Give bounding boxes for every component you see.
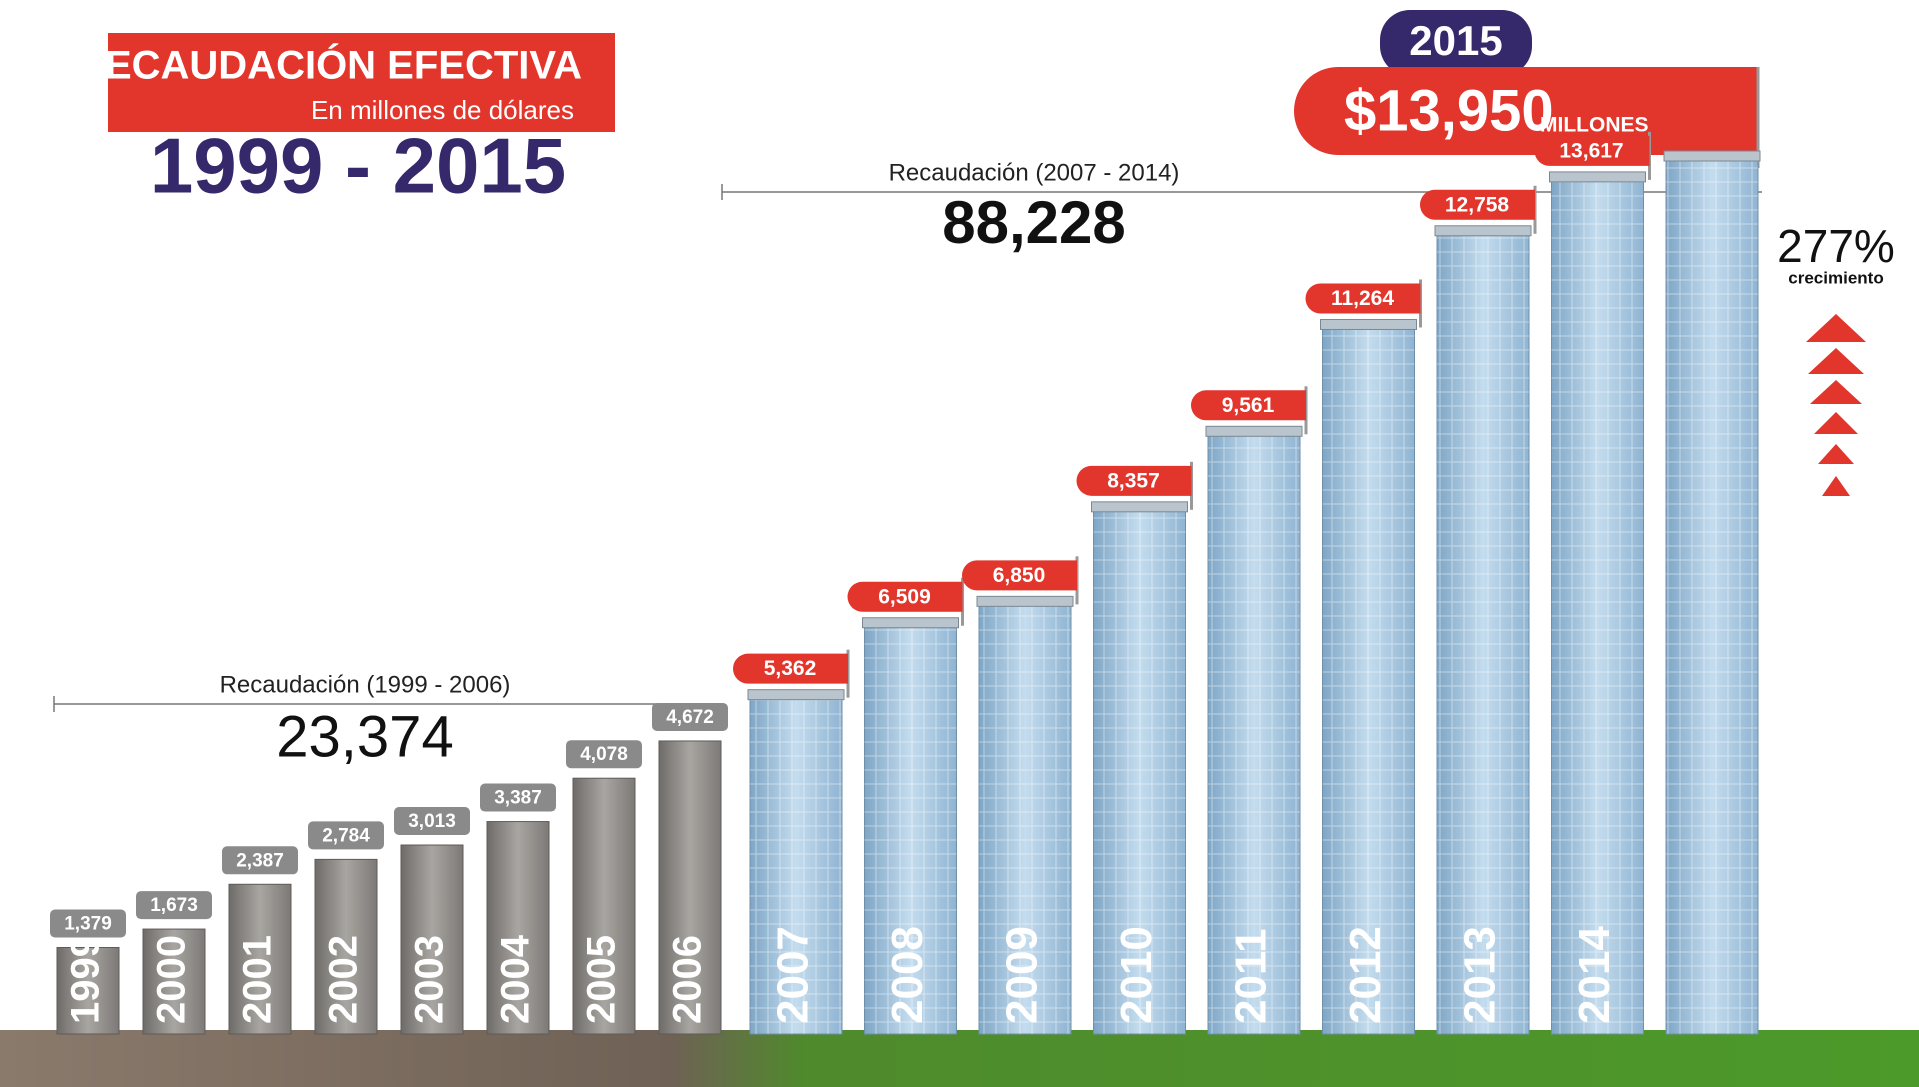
value-tag — [308, 821, 384, 850]
bar-roof — [976, 595, 1074, 607]
annotation-label: Recaudación (1999 - 2006) — [220, 671, 511, 698]
bar — [486, 821, 550, 1035]
annotation-label: Recaudación (2007 - 2014) — [889, 159, 1180, 186]
value-label: 8,357 — [1107, 469, 1160, 492]
value-label: 1,673 — [150, 895, 198, 916]
bar-year: 1999 — [64, 935, 108, 1024]
ground — [0, 1030, 1919, 1087]
growth-value: 277% — [1777, 220, 1895, 272]
annotation-value: 88,228 — [942, 189, 1126, 256]
value-tag — [394, 807, 470, 836]
bar-grid — [1551, 179, 1644, 1035]
bar-roof — [1663, 150, 1761, 162]
growth-label: crecimiento — [1788, 268, 1883, 287]
bar-year: 2014 — [1570, 926, 1619, 1024]
value-tag — [222, 846, 298, 875]
value-flag — [1305, 283, 1421, 314]
value-tag — [480, 783, 556, 812]
value-label: 2,387 — [236, 850, 284, 871]
bar-year: 2013 — [1456, 926, 1505, 1024]
bar — [572, 777, 636, 1035]
bar — [314, 858, 378, 1035]
bar-year: 2007 — [769, 926, 818, 1024]
value-label: 5,362 — [764, 657, 817, 680]
value-flag — [733, 653, 848, 684]
value-label: 4,078 — [580, 744, 628, 765]
bar-grid — [979, 604, 1071, 1034]
bar-year: 2010 — [1112, 926, 1161, 1024]
bar-year: 2012 — [1341, 926, 1390, 1024]
value-label: 6,850 — [993, 564, 1046, 587]
value-flag — [847, 581, 963, 612]
bar-roof — [1320, 318, 1417, 330]
highlight-year: 2015 — [1409, 17, 1502, 64]
value-flag — [1534, 135, 1650, 166]
annotation-value: 23,374 — [276, 704, 453, 769]
bar — [228, 883, 292, 1035]
value-label: 12,758 — [1445, 193, 1510, 216]
highlight-banner — [1294, 67, 1758, 155]
bar-roof — [862, 617, 959, 629]
value-flag — [1191, 390, 1306, 421]
bar — [56, 947, 120, 1035]
period: 1999 - 2015 — [150, 122, 566, 210]
bar-grid — [1322, 327, 1415, 1035]
chart-title: RECAUDACIÓN EFECTIVA — [76, 42, 582, 88]
value-tag — [50, 909, 126, 938]
bar-grid — [1208, 434, 1300, 1035]
bar-year: 2004 — [494, 934, 538, 1024]
value-flag — [962, 560, 1077, 591]
bar-roof — [1091, 501, 1188, 513]
title-box — [108, 33, 615, 132]
value-tag — [652, 702, 728, 731]
bar-grid — [1093, 509, 1186, 1034]
highlight-value: $13,950 — [1344, 78, 1554, 143]
bar — [142, 928, 206, 1035]
bar-grid — [1666, 159, 1758, 1034]
bar-roof — [1434, 225, 1532, 237]
chart-subtitle: En millones de dólares — [311, 95, 574, 125]
bar-year: 2009 — [998, 926, 1047, 1024]
bar-year: 2008 — [883, 926, 932, 1024]
bar-year: 2002 — [322, 935, 366, 1024]
value-label: 2,784 — [322, 825, 370, 846]
value-tag — [566, 740, 642, 769]
value-label: 3,387 — [494, 788, 542, 809]
bar-grid — [750, 697, 842, 1034]
bar-roof — [747, 689, 845, 701]
bar-roof — [1549, 171, 1646, 183]
bar-year: 2000 — [150, 935, 194, 1024]
value-label: 3,013 — [408, 811, 456, 832]
value-label: 4,672 — [666, 707, 714, 728]
bar-year: 2011 — [1227, 929, 1276, 1024]
value-tag — [136, 891, 212, 920]
bar — [658, 740, 722, 1035]
bar-year: 2005 — [580, 935, 624, 1024]
bar-grid — [864, 625, 957, 1034]
value-label: 6,509 — [878, 585, 931, 608]
bar-year: 2003 — [408, 935, 452, 1024]
bar-roof — [1205, 425, 1303, 437]
bar-year: 2006 — [666, 935, 710, 1024]
bar-year: 2001 — [236, 935, 280, 1024]
value-flag — [1420, 189, 1535, 220]
highlight-pill — [1380, 10, 1532, 76]
growth-arrows — [1806, 314, 1866, 496]
value-flag — [1076, 465, 1192, 496]
value-label: 13,617 — [1559, 139, 1623, 162]
value-label: 9,561 — [1222, 394, 1275, 417]
unit-label: MILLONES — [1540, 114, 1649, 137]
value-label: 11,264 — [1331, 287, 1394, 310]
bar-grid — [1437, 233, 1529, 1034]
value-label: 1,379 — [64, 914, 112, 935]
bar — [400, 844, 464, 1035]
